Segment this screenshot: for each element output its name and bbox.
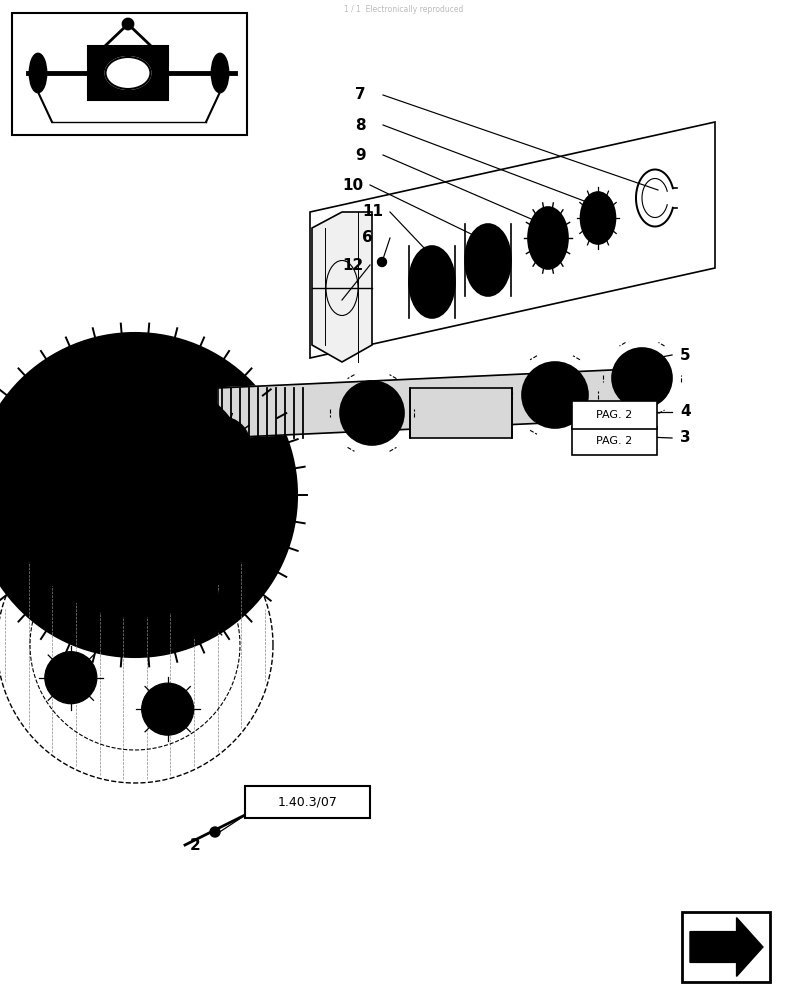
Bar [410,388,512,438]
Text: PAG. 2: PAG. 2 [596,410,633,420]
Circle shape [66,426,79,439]
Circle shape [612,348,672,408]
Ellipse shape [212,54,228,92]
Polygon shape [218,368,655,438]
Circle shape [123,19,133,29]
Text: 7: 7 [355,87,366,102]
Ellipse shape [409,246,455,318]
Text: 12: 12 [342,257,364,272]
Circle shape [217,488,229,502]
Ellipse shape [473,235,503,285]
Circle shape [623,359,661,397]
Ellipse shape [106,57,150,89]
Ellipse shape [535,216,561,260]
Text: 4: 4 [680,404,691,420]
Ellipse shape [528,207,568,269]
Circle shape [76,555,128,607]
Text: 10: 10 [342,178,363,192]
Circle shape [128,576,141,589]
Bar [12,13,247,135]
Ellipse shape [465,224,511,296]
Text: 11: 11 [362,205,383,220]
Ellipse shape [587,200,609,236]
Circle shape [0,333,297,657]
Bar [572,427,657,455]
Circle shape [173,586,225,638]
Circle shape [191,426,204,439]
Circle shape [377,257,386,266]
Text: 8: 8 [355,117,366,132]
Circle shape [128,400,141,414]
Text: 3: 3 [680,430,691,446]
Polygon shape [690,918,763,976]
Text: 1.40.3/07: 1.40.3/07 [278,796,338,808]
Ellipse shape [417,257,447,307]
Text: 9: 9 [355,148,366,163]
Polygon shape [88,46,168,100]
Text: 6: 6 [362,231,372,245]
Circle shape [13,373,257,617]
Circle shape [66,551,79,564]
Bar [245,786,370,818]
Circle shape [90,450,180,540]
Bar [572,401,657,429]
Circle shape [340,381,404,445]
Polygon shape [312,212,372,362]
Circle shape [45,652,97,704]
Circle shape [141,683,194,735]
Circle shape [210,827,220,837]
Circle shape [194,417,250,473]
Text: 1 / 1  Electronically reproduced: 1 / 1 Electronically reproduced [344,5,464,14]
Bar [682,912,770,982]
Text: 1: 1 [110,438,120,452]
Ellipse shape [30,54,46,92]
Text: 5: 5 [680,348,691,362]
Circle shape [522,362,588,428]
Ellipse shape [580,192,616,244]
Circle shape [191,551,204,564]
Circle shape [534,374,576,416]
Circle shape [40,488,53,502]
Circle shape [352,393,392,433]
Text: 2: 2 [190,838,200,852]
Text: PAG. 2: PAG. 2 [596,436,633,446]
